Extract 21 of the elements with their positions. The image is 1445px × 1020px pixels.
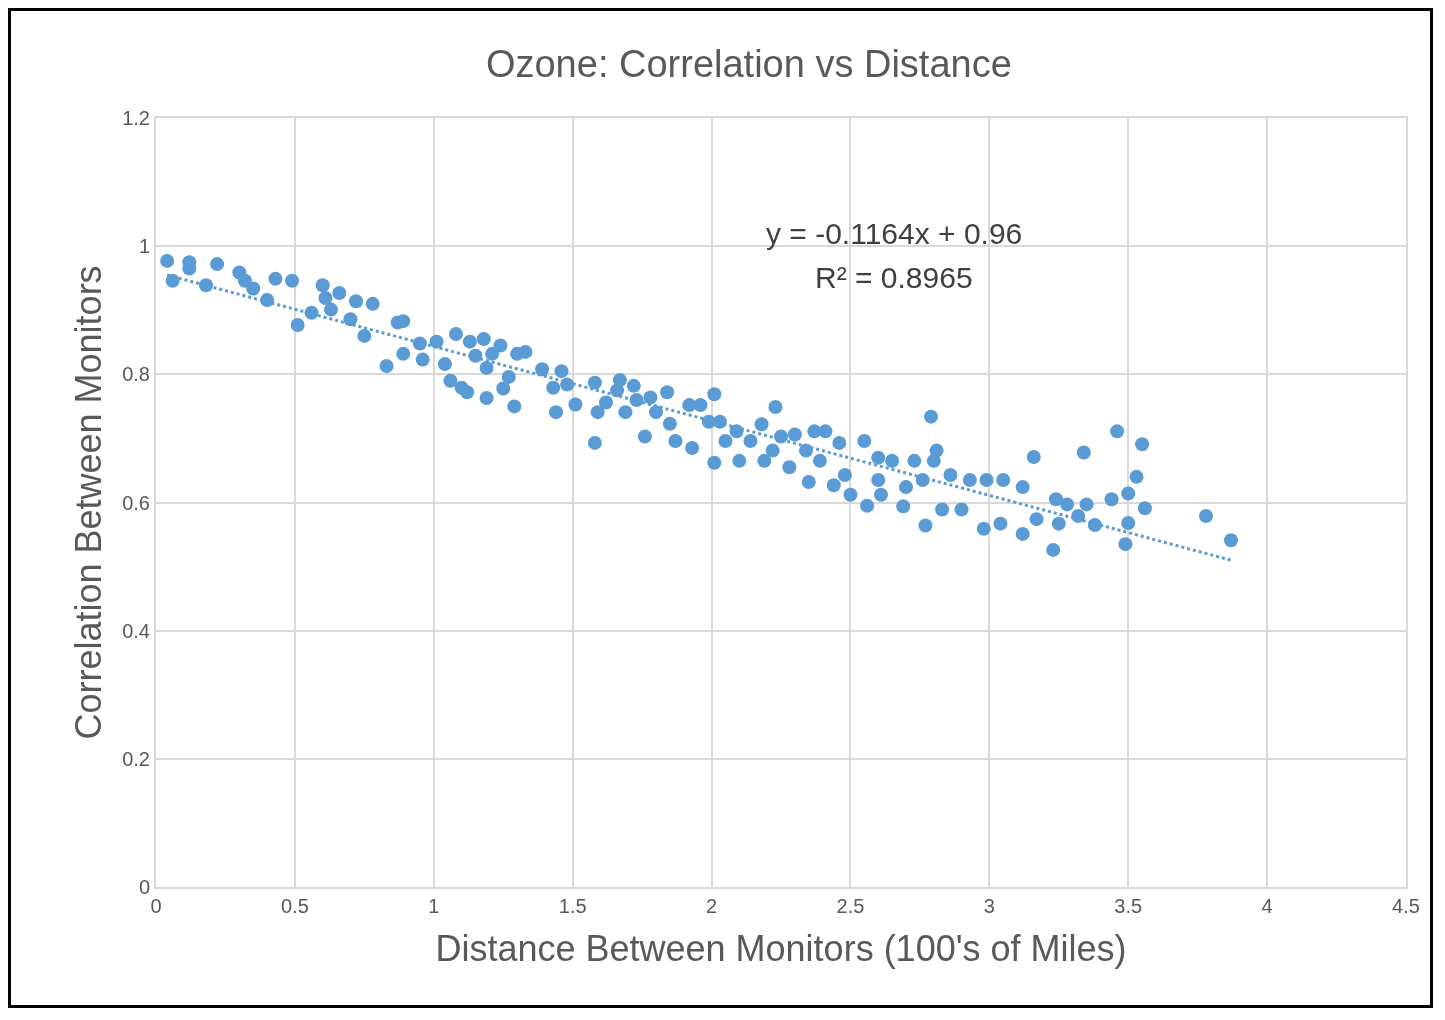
x-tick-label: 1.5 xyxy=(558,895,587,917)
y-tick-label: 0.6 xyxy=(122,491,150,514)
y-tick-label: 0.4 xyxy=(122,619,150,642)
x-tick-label: 2.5 xyxy=(836,895,865,917)
chart-title: Ozone: Correlation vs Distance xyxy=(485,43,1012,86)
x-axis-title: Distance Between Monitors (100's of Miles) xyxy=(435,928,1127,970)
x-tick-label: 4 xyxy=(1261,895,1273,917)
x-tick-label: 3.5 xyxy=(1114,895,1143,917)
x-tick-label: 3 xyxy=(983,895,995,917)
y-tick-label: 0.2 xyxy=(122,747,150,770)
y-tick-label: 0 xyxy=(138,876,150,898)
x-tick-label: 2 xyxy=(706,895,718,917)
x-tick-label: 4.5 xyxy=(1392,895,1420,917)
x-tick-label: 0.5 xyxy=(280,895,309,917)
annotation: R² = 0.8965 xyxy=(815,261,973,294)
annotation: y = -0.1164x + 0.96 xyxy=(766,217,1023,250)
x-tick-label: 1 xyxy=(428,895,440,917)
y-axis-title: Correlation Between Monitors xyxy=(67,265,109,740)
y-tick-label: 0.8 xyxy=(122,363,150,386)
y-tick-label: 1.2 xyxy=(122,107,150,129)
y-tick-label: 1 xyxy=(138,235,150,258)
